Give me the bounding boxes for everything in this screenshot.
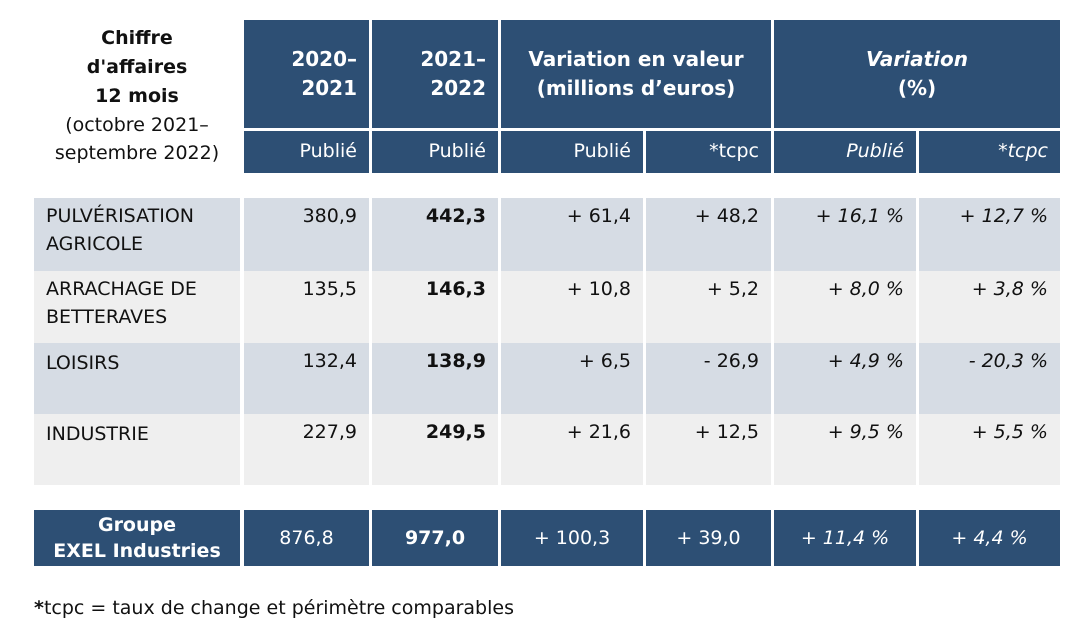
table-cell-var-tcpc: + 48,2 [646,198,771,271]
title-line-3: 12 mois [95,85,179,107]
footnote: *tcpc = taux de change et périmètre comp… [34,594,934,622]
title-line-2: d'affaires [86,56,188,78]
table-cell-pct-tcpc: + 3,8 % [919,271,1060,343]
subheader-var-publie: Publié [501,131,643,173]
total-label-line-1: Groupe [97,514,177,536]
footnote-star: * [34,597,44,619]
subheader-var-tcpc: *tcpc [646,131,771,173]
total-2020: 876,8 [244,510,369,566]
header-2020-2021: 2020– 2021 [244,20,369,128]
table-cell-2021: 442,3 [372,198,498,271]
subheader-2021-publie: Publié [372,131,498,173]
total-2021: 977,0 [372,510,498,566]
header-2020-line-2: 2021 [301,76,357,100]
header-2021-2022: 2021– 2022 [372,20,498,128]
table-cell-pct-publie: + 16,1 % [774,198,916,271]
table-cell-pct-tcpc: - 20,3 % [919,343,1060,414]
subheader-pct-tcpc: *tcpc [919,131,1060,173]
table-cell-2021: 249,5 [372,414,498,485]
total-pct-tcpc: + 4,4 % [919,510,1060,566]
row-label-line: INDUSTRIE [46,423,149,445]
row-label-line: PULVÉRISATION [46,205,194,227]
row-label-industrie: INDUSTRIE [34,414,240,485]
table-cell-2020: 135,5 [244,271,369,343]
table-cell-2020: 227,9 [244,414,369,485]
total-var-tcpc: + 39,0 [646,510,771,566]
table-cell-pct-publie: + 9,5 % [774,414,916,485]
table-title: Chiffre d'affaires 12 mois (octobre 2021… [34,24,240,174]
table-cell-pct-tcpc: + 12,7 % [919,198,1060,271]
subheader-2020-publie: Publié [244,131,369,173]
subheader-pct-publie: Publié [774,131,916,173]
row-label-loisirs: LOISIRS [34,343,240,414]
header-variation-valeur-line-1: Variation en valeur [528,47,744,71]
total-pct-publie: + 11,4 % [774,510,916,566]
table-cell-var-tcpc: - 26,9 [646,343,771,414]
header-2021-line-1: 2021– [420,47,486,71]
row-label-arrachage: ARRACHAGE DE BETTERAVES [34,271,240,343]
table-cell-var-publie: + 61,4 [501,198,643,271]
period-line-2: septembre 2022) [54,142,220,164]
period-line-1: (octobre 2021– [65,114,209,136]
footnote-text: tcpc = taux de change et périmètre compa… [43,597,514,619]
table-cell-2021: 146,3 [372,271,498,343]
table-cell-pct-publie: + 8,0 % [774,271,916,343]
row-label-pulverisation: PULVÉRISATION AGRICOLE [34,198,240,271]
header-2021-line-2: 2022 [430,76,486,100]
table-cell-var-publie: + 10,8 [501,271,643,343]
header-variation-pct: Variation (%) [774,20,1060,128]
header-variation-pct-line-1: Variation [865,47,969,71]
total-label-line-2: EXEL Industries [53,540,221,562]
table-cell-var-publie: + 21,6 [501,414,643,485]
table-cell-pct-tcpc: + 5,5 % [919,414,1060,485]
header-2020-line-1: 2020– [291,47,357,71]
row-label-line: ARRACHAGE DE [46,278,197,300]
table-cell-2021: 138,9 [372,343,498,414]
row-label-line: LOISIRS [46,352,120,374]
total-var-publie: + 100,3 [501,510,643,566]
header-variation-pct-line-2: (%) [897,76,937,100]
header-variation-valeur: Variation en valeur (millions d’euros) [501,20,771,128]
table-cell-2020: 132,4 [244,343,369,414]
row-label-line: AGRICOLE [46,233,144,255]
table-cell-var-tcpc: + 12,5 [646,414,771,485]
header-variation-valeur-line-2: (millions d’euros) [536,76,736,100]
table-cell-pct-publie: + 4,9 % [774,343,916,414]
table-cell-var-tcpc: + 5,2 [646,271,771,343]
row-label-line: BETTERAVES [46,306,168,328]
table-cell-var-publie: + 6,5 [501,343,643,414]
total-label: Groupe EXEL Industries [34,510,240,566]
table-cell-2020: 380,9 [244,198,369,271]
title-line-1: Chiffre [101,27,173,49]
